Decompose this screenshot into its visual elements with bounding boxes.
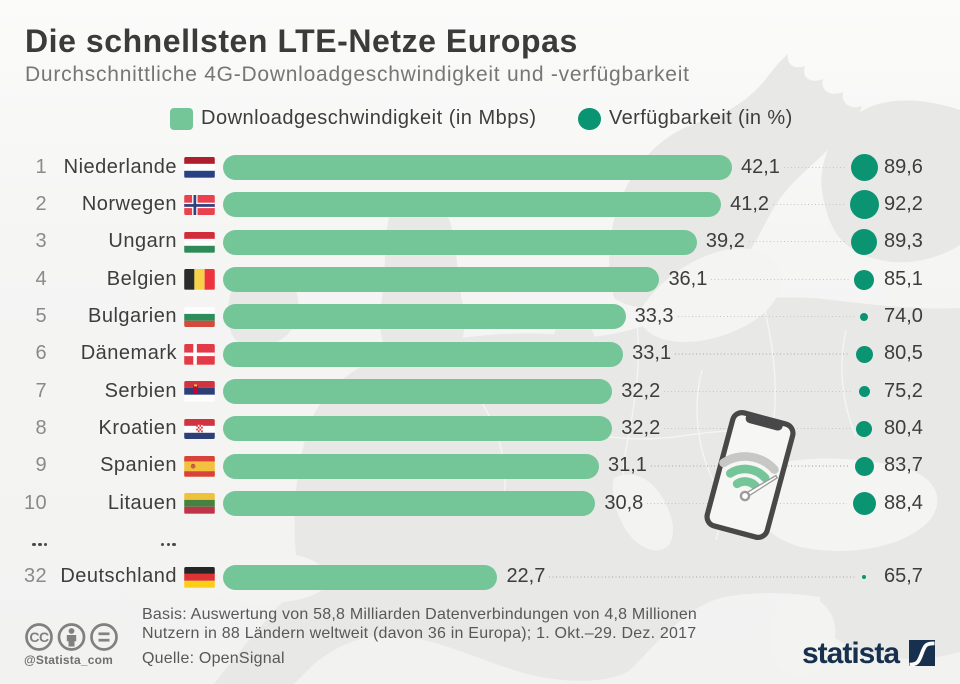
svg-text:CC: CC [29,629,49,645]
svg-text:statista: statista [802,637,900,670]
